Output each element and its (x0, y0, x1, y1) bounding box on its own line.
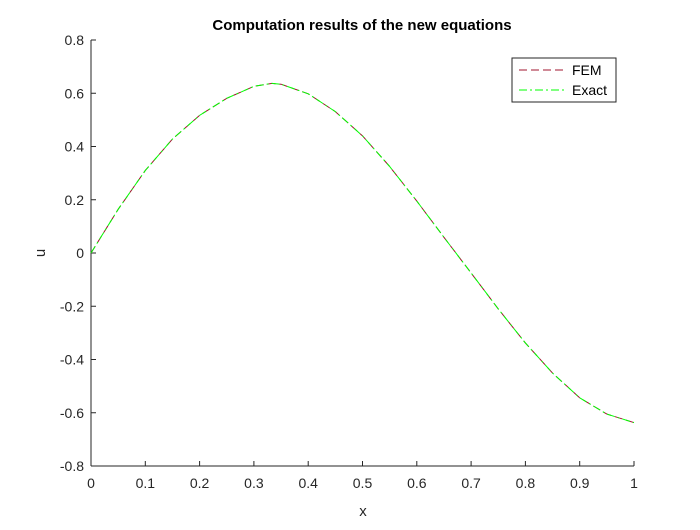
x-tick-label: 0.1 (136, 475, 156, 491)
series-line-fem (90, 82, 635, 424)
x-tick-label: 0.6 (407, 475, 427, 491)
chart-title: Computation results of the new equations (212, 17, 511, 34)
y-tick-label: -0.8 (60, 458, 84, 474)
x-axis-label: x (359, 503, 367, 520)
x-tick-label: 0.7 (461, 475, 481, 491)
y-tick-label: 0.6 (65, 85, 85, 101)
y-tick-label: 0.2 (65, 192, 85, 208)
x-tick-label: 0.5 (353, 475, 373, 491)
y-axis-label: u (32, 249, 49, 257)
y-tick-label: -0.4 (60, 352, 84, 368)
x-tick-label: 0.4 (298, 475, 318, 491)
legend: FEM Exact (511, 57, 617, 103)
series-line-exact (90, 82, 635, 424)
x-tick-label: 0 (87, 475, 95, 491)
y-tick-label: -0.2 (60, 298, 84, 314)
plot-lines (90, 82, 635, 424)
y-tick-label: -0.6 (60, 405, 84, 421)
legend-box (511, 57, 617, 103)
y-tick-label: 0.4 (65, 139, 85, 155)
axes: 0 0.1 0.2 0.3 0.4 0.5 0.6 0.7 0.8 0.9 1 -0.8 -0.6 -0.… (60, 32, 638, 491)
x-tick-label: 0.3 (244, 475, 264, 491)
legend-label-fem: FEM (572, 62, 602, 78)
x-tick-label: 0.8 (516, 475, 536, 491)
x-tick-label: 0.2 (190, 475, 210, 491)
legend-label-exact: Exact (572, 82, 607, 98)
y-tick-label: 0.8 (65, 32, 85, 48)
y-tick-label: 0 (76, 245, 84, 261)
x-tick-label: 1 (630, 475, 638, 491)
x-tick-label: 0.9 (570, 475, 590, 491)
